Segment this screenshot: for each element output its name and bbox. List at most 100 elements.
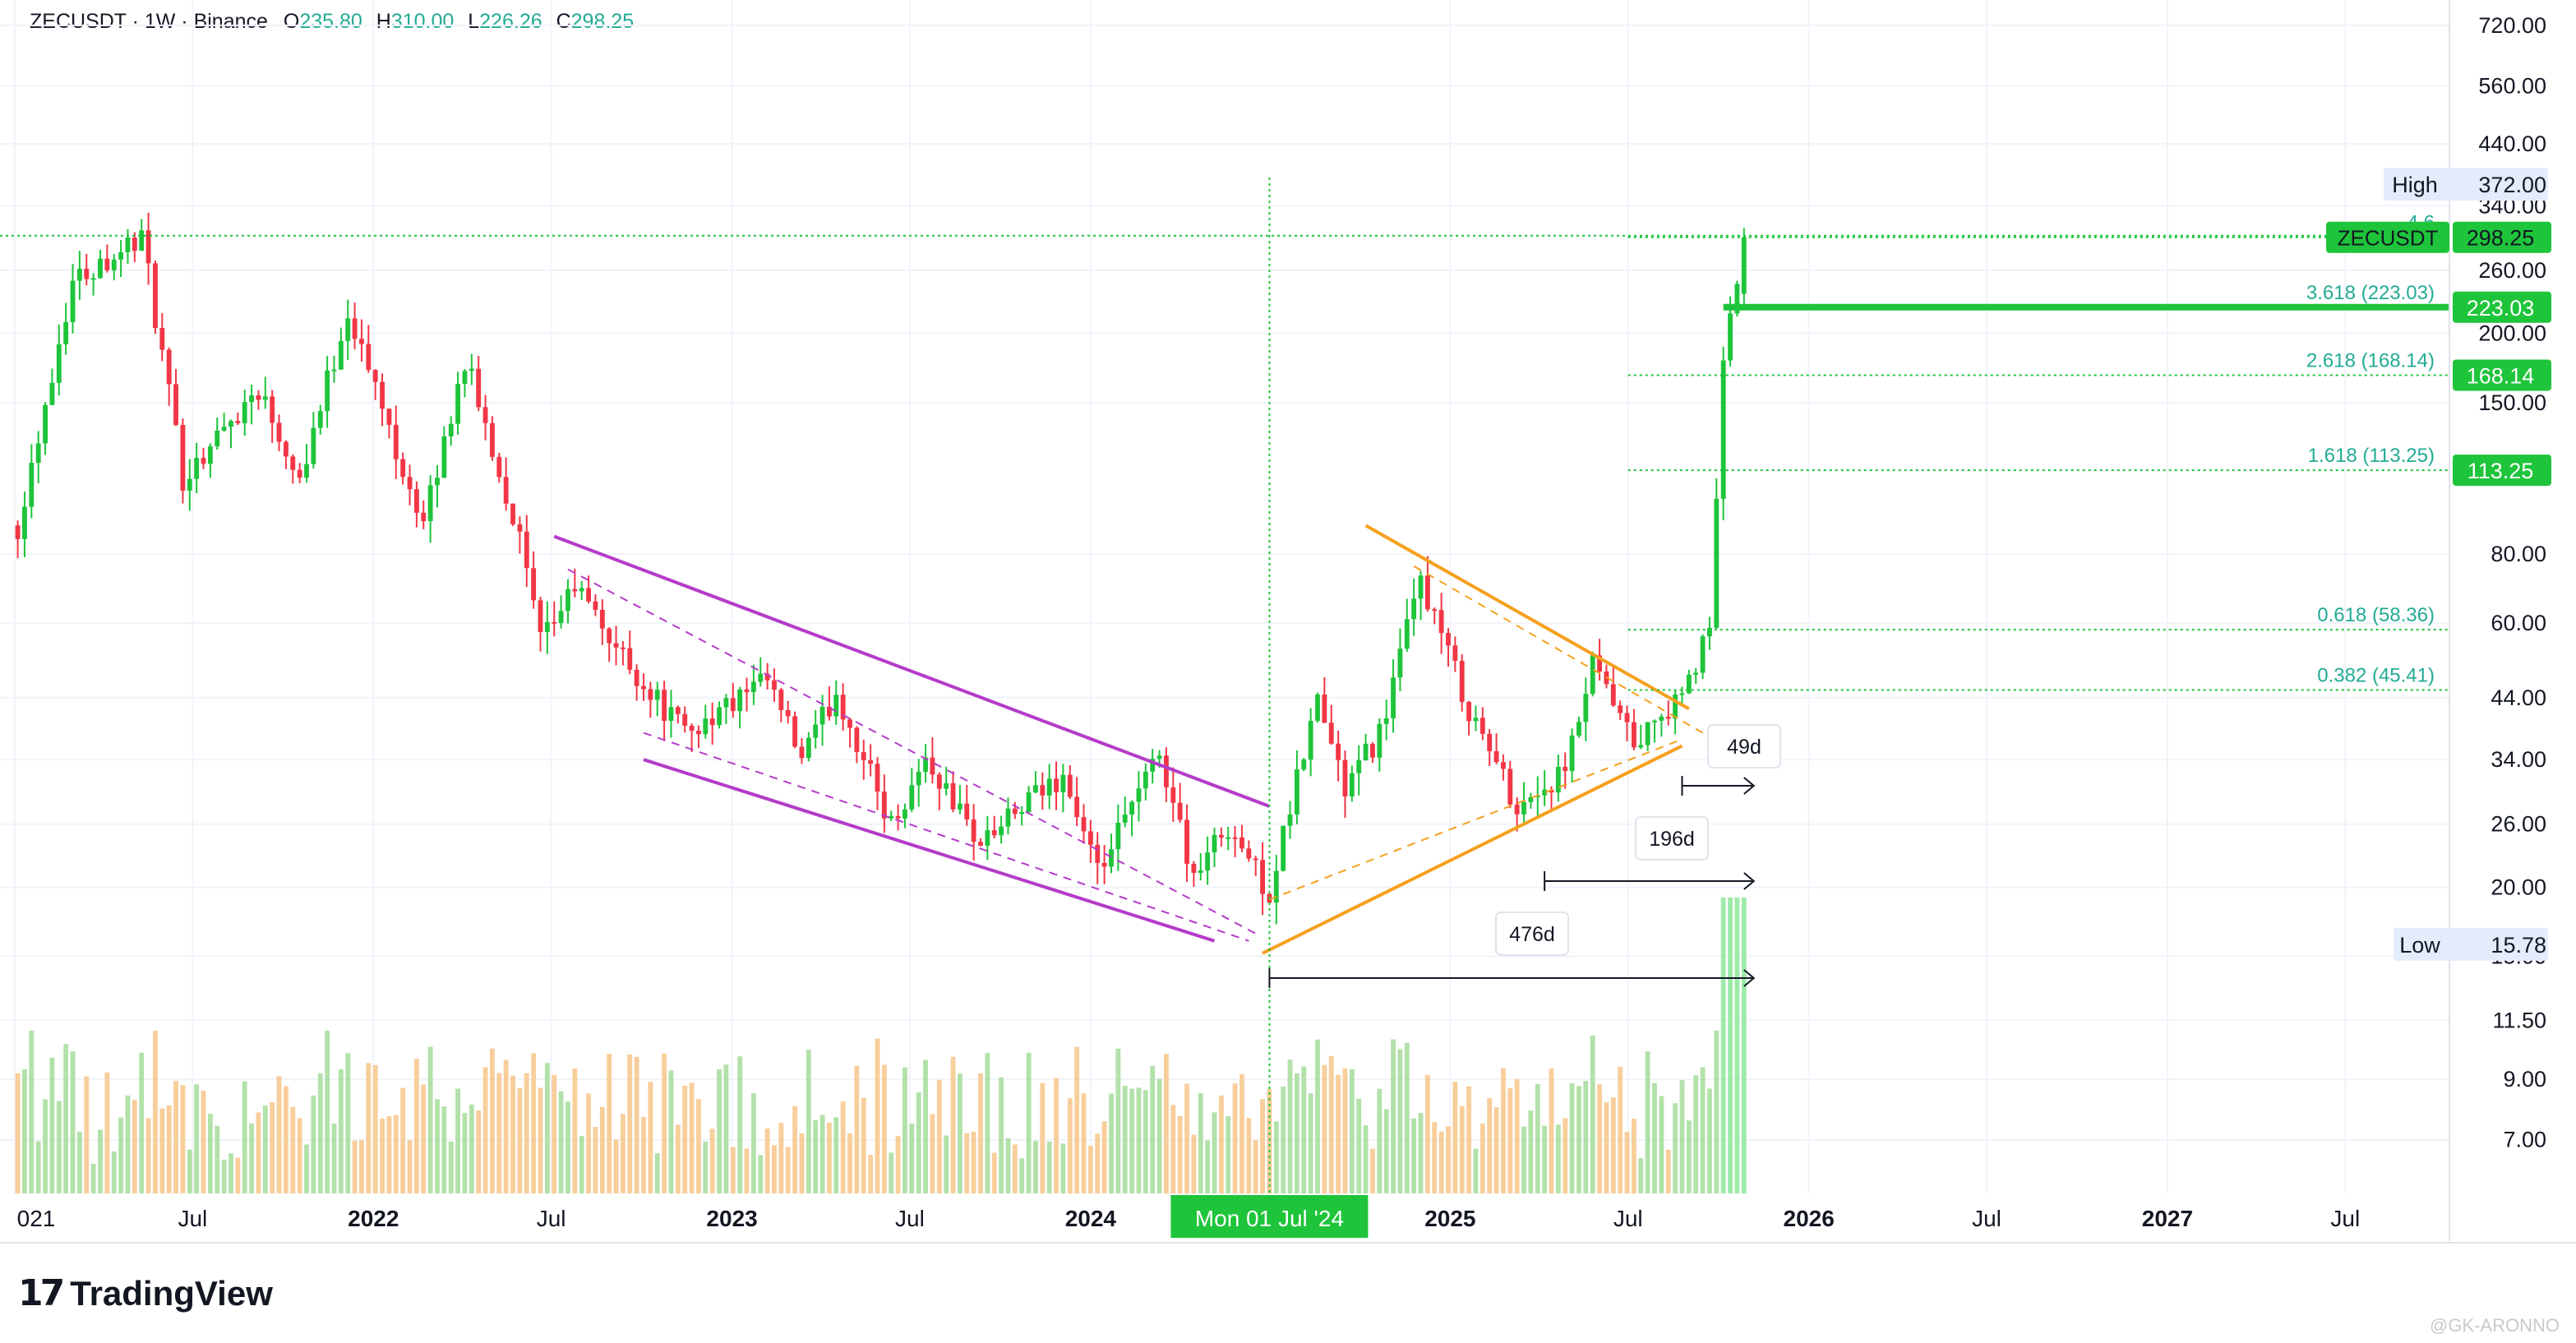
candle-body	[359, 339, 364, 344]
candle-body	[1397, 648, 1403, 678]
candle-body	[207, 446, 213, 464]
volume-bar	[1391, 1039, 1396, 1193]
candle-body	[393, 424, 399, 459]
candle-body	[229, 421, 233, 427]
duration-measures: 49d 196d 476d	[1268, 724, 1781, 988]
volume-bar	[723, 1064, 729, 1193]
volume-bar	[1301, 1066, 1307, 1193]
candle-body	[978, 842, 983, 846]
candle-body	[1143, 771, 1148, 789]
candle-body	[1328, 722, 1334, 744]
candle-body	[1287, 814, 1293, 826]
volume-bar	[482, 1067, 488, 1193]
volume-bar	[613, 1139, 619, 1193]
volume-bar	[579, 1136, 584, 1193]
volume-bar	[249, 1123, 255, 1193]
fib-label: 0.382 (45.41)	[2317, 665, 2435, 687]
candle-body	[717, 707, 722, 726]
volume-bar	[1645, 1051, 1650, 1193]
symbol-label-box	[2326, 221, 2449, 253]
candle-body	[1720, 360, 1726, 499]
volume-bar	[1466, 1086, 1472, 1193]
volume-bar	[1095, 1133, 1101, 1193]
volume-bar	[1555, 1124, 1561, 1193]
volume-bar	[1246, 1118, 1252, 1193]
price-tick-label: 11.50	[2492, 1008, 2546, 1032]
volume-bar	[1349, 1068, 1355, 1193]
volume-bar	[1383, 1109, 1389, 1193]
candle-body	[723, 698, 729, 708]
last-price-badge: 298.25	[2467, 226, 2535, 251]
candle-body	[111, 259, 117, 270]
candle-body	[689, 726, 695, 731]
volume-bar	[964, 1133, 970, 1193]
candle-body	[1240, 837, 1244, 849]
volume-bar	[1260, 1099, 1265, 1193]
volume-bar	[1115, 1048, 1121, 1193]
volume-bar	[1198, 1092, 1203, 1193]
symbol-name[interactable]: ZECUSDT	[30, 10, 127, 33]
volume-bar	[1129, 1088, 1135, 1193]
candle-body	[1446, 633, 1451, 646]
symbol-label: ZECUSDT	[2338, 226, 2439, 251]
tradingview-logo[interactable]: 17 TradingView	[18, 1272, 273, 1314]
volume-bar	[345, 1053, 351, 1193]
volume-bar	[145, 1118, 151, 1193]
interval[interactable]: 1W	[144, 10, 176, 33]
volume-bar	[675, 1124, 681, 1193]
volume-bar	[1659, 1096, 1664, 1193]
volume-bar	[1281, 1086, 1286, 1193]
volume-bar	[1610, 1097, 1616, 1193]
candle-body	[1260, 860, 1265, 894]
volume-bar	[207, 1114, 213, 1193]
candle-body	[613, 643, 619, 648]
candle-body	[840, 695, 846, 720]
candle-body	[1741, 237, 1747, 294]
candle-body	[985, 830, 990, 846]
candle-body	[861, 752, 866, 760]
candle-body	[1253, 858, 1258, 861]
volume-bar	[1514, 1078, 1520, 1193]
volume-bar	[558, 1091, 564, 1193]
candle-body	[380, 381, 385, 409]
level-price-badge: 223.03	[2467, 296, 2535, 321]
candle-body	[510, 503, 515, 524]
volume-bar	[462, 1113, 468, 1193]
volume-bar	[889, 1152, 894, 1193]
candle-body	[70, 280, 76, 322]
candle-body	[1074, 796, 1080, 818]
candle-body	[531, 568, 537, 601]
candle-body	[1459, 661, 1465, 703]
volume-bar	[153, 1031, 158, 1193]
last-price-badge-box	[2453, 221, 2551, 253]
channel-upper-line	[553, 534, 1271, 808]
volume-bar	[1424, 1074, 1430, 1193]
candle-body	[1232, 837, 1238, 839]
volume-bar	[1493, 1107, 1499, 1193]
volume-bar	[435, 1099, 440, 1193]
candle-body	[792, 716, 798, 747]
watermark: @GK-ARONNO	[2429, 1315, 2560, 1336]
volume-bar	[1720, 898, 1726, 1193]
candle-body	[634, 669, 639, 686]
volume-bar	[1033, 1141, 1038, 1193]
volume-bar	[1706, 1088, 1712, 1193]
volume-bar	[999, 1077, 1004, 1193]
candle-body	[950, 782, 956, 810]
volume-bar	[861, 1097, 866, 1193]
price-tick-label: 560.00	[2478, 73, 2546, 98]
price-tick-label: 200.00	[2478, 321, 2546, 346]
candle-body	[1487, 733, 1493, 751]
volume-bar	[1315, 1039, 1320, 1193]
volume-bar	[503, 1059, 509, 1193]
channel-lower-line	[643, 758, 1216, 943]
candle-body	[1308, 721, 1313, 760]
candle-body	[579, 588, 584, 592]
triangle-upper-line	[1364, 524, 1690, 711]
volume-bar	[620, 1114, 626, 1193]
candle-body	[552, 621, 557, 624]
candle-body	[98, 258, 103, 279]
candle-body	[1521, 801, 1526, 815]
